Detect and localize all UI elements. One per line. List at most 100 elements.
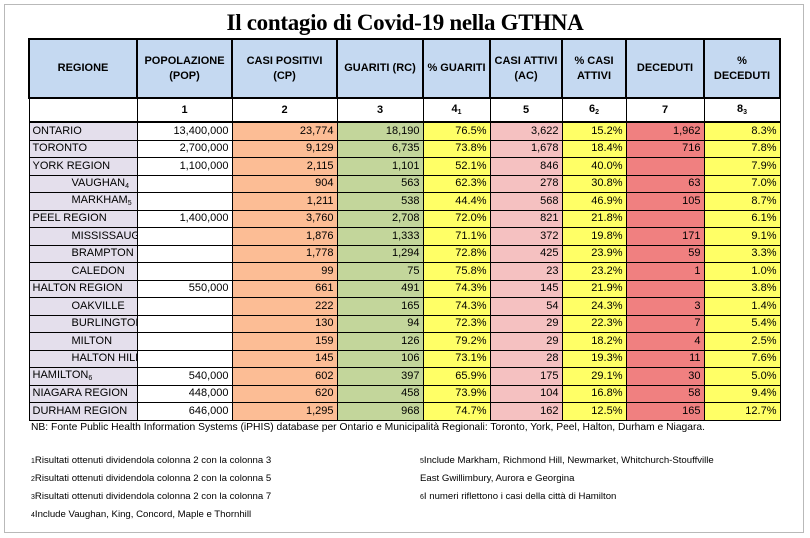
cell-pop [136,332,233,351]
cell-dec: 11 [625,349,705,368]
cell-ac: 145 [489,279,563,298]
footnote: 1Risultati ottenuti dividendola colonna … [31,455,272,466]
cell-pg: 73.9% [422,384,491,403]
cell-rc: 126 [336,332,424,351]
cell-pg: 76.5% [422,121,491,141]
cell-dec [625,279,705,298]
cell-pd: 9.4% [703,384,781,403]
cell-pa: 15.2% [561,121,627,141]
region-name: CALEDON [28,262,138,281]
cell-pa: 22.3% [561,314,627,333]
cell-rc: 968 [336,402,424,421]
cell-dec: 171 [625,227,705,246]
cell-pd: 1.0% [703,262,781,281]
column-number: 3 [336,97,424,123]
cell-cp: 145 [231,349,338,368]
cell-dec [625,157,705,176]
region-name: MARKHAM5 [28,192,138,211]
cell-pa: 29.1% [561,367,627,386]
footnote: 3Risultati ottenuti dividendola colonna … [31,491,272,502]
cell-dec: 7 [625,314,705,333]
table-row: DURHAM REGION 646,000 1,295 968 74.7% 162 12.5… [28,402,781,421]
column-header: POPOLAZIONE (POP) [136,38,233,99]
source-note: NB: Fonte Public Health Information Syst… [31,422,706,433]
cell-cp: 1,295 [231,402,338,421]
cell-pa: 18.4% [561,139,627,158]
cell-rc: 491 [336,279,424,298]
cell-cp: 9,129 [231,139,338,158]
region-name: TORONTO [28,139,138,158]
cell-pa: 19.8% [561,227,627,246]
table-row: TORONTO 2,700,000 9,129 6,735 73.8% 1,678 18.4… [28,139,781,158]
cell-ac: 821 [489,209,563,228]
column-number: 5 [489,97,563,123]
cell-pg: 52.1% [422,157,491,176]
table-row: MARKHAM5 1,211 538 44.4% 568 46.9% 105 8.7% [28,192,781,211]
cell-pop: 646,000 [136,402,233,421]
column-header: GUARITI (RC) [336,38,424,99]
cell-pg: 73.1% [422,349,491,368]
cell-dec: 165 [625,402,705,421]
region-name: ONTARIO [28,121,138,141]
cell-ac: 3,622 [489,121,563,141]
cell-dec: 1 [625,262,705,281]
cell-pop: 1,400,000 [136,209,233,228]
footnote: East Gwillimbury, Aurora e Georgina [420,473,575,484]
column-number: 1 [136,97,233,123]
cell-pa: 21.8% [561,209,627,228]
cell-pop [136,227,233,246]
cell-pd: 5.4% [703,314,781,333]
cell-rc: 75 [336,262,424,281]
cell-pg: 75.8% [422,262,491,281]
cell-pd: 1.4% [703,297,781,316]
cell-pd: 12.7% [703,402,781,421]
cell-pd: 8.7% [703,192,781,211]
footnote: 5Include Markham, Richmond Hill, Newmark… [420,455,714,466]
column-header: % DECEDUTI [703,38,781,99]
cell-pop: 540,000 [136,367,233,386]
cell-ac: 1,678 [489,139,563,158]
cell-pop [136,192,233,211]
column-number: 41 [422,97,491,123]
cell-rc: 563 [336,174,424,193]
cell-dec: 58 [625,384,705,403]
cell-cp: 222 [231,297,338,316]
cell-cp: 1,778 [231,244,338,263]
cell-ac: 846 [489,157,563,176]
cell-pop: 550,000 [136,279,233,298]
cell-ac: 568 [489,192,563,211]
cell-pg: 72.3% [422,314,491,333]
cell-pg: 73.8% [422,139,491,158]
region-name: NIAGARA REGION [28,384,138,403]
column-number-row: 1 2 3 41 5 62 7 83 [28,97,781,123]
cell-rc: 1,333 [336,227,424,246]
region-name: BURLINGTON [28,314,138,333]
cell-cp: 23,774 [231,121,338,141]
footnote: 6I numeri riflettono i casi della città … [420,491,617,502]
cell-ac: 23 [489,262,563,281]
region-name: HALTON REGION [28,279,138,298]
cell-dec: 30 [625,367,705,386]
cell-pa: 16.8% [561,384,627,403]
region-name: VAUGHAN4 [28,174,138,193]
cell-ac: 54 [489,297,563,316]
column-number: 2 [231,97,338,123]
cell-pd: 7.8% [703,139,781,158]
cell-pa: 23.2% [561,262,627,281]
cell-dec: 105 [625,192,705,211]
table-row: OAKVILLE 222 165 74.3% 54 24.3% 3 1.4% [28,297,781,316]
cell-ac: 29 [489,314,563,333]
region-name: OAKVILLE [28,297,138,316]
cell-dec: 3 [625,297,705,316]
cell-ac: 372 [489,227,563,246]
cell-pg: 44.4% [422,192,491,211]
cell-pd: 7.9% [703,157,781,176]
table-row: PEEL REGION 1,400,000 3,760 2,708 72.0% 821 21… [28,209,781,228]
cell-dec: 63 [625,174,705,193]
cell-dec [625,209,705,228]
cell-rc: 458 [336,384,424,403]
cell-cp: 904 [231,174,338,193]
cell-pa: 23.9% [561,244,627,263]
cell-rc: 538 [336,192,424,211]
